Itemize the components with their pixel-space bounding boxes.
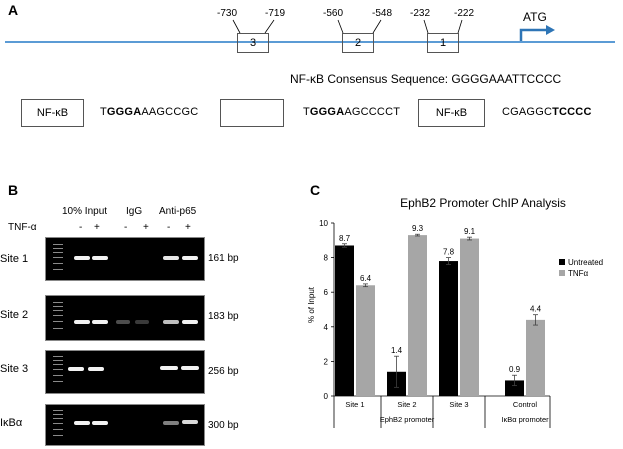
chip-bar-chart: EphB2 Promoter ChIP Analysis % of Input … <box>307 196 603 428</box>
nfkb-box-red: NF-κB <box>220 99 284 127</box>
category-label: Site 3 <box>449 400 468 409</box>
sign-label: + <box>143 222 149 233</box>
position-lines <box>232 19 555 41</box>
panel-c-letter: C <box>310 182 321 198</box>
sign-label: - <box>124 222 128 233</box>
legend-swatch <box>559 270 565 276</box>
data-label: 9.1 <box>464 227 476 236</box>
data-label: 8.7 <box>339 234 351 243</box>
legend-label: TNFα <box>568 269 589 278</box>
bar <box>335 245 354 396</box>
site-3-box: 3 <box>237 33 269 53</box>
y-tick-label: 4 <box>324 323 329 332</box>
sign-label: + <box>94 222 100 233</box>
group-label-igg: IgG <box>126 206 143 217</box>
bp-label: 161 bp <box>208 253 239 264</box>
gel-image-site-2 <box>45 295 205 341</box>
group-label-anti-p65: Anti-p65 <box>159 206 197 217</box>
category-label: Site 2 <box>397 400 416 409</box>
nfkb-box-yellow: NF-κB <box>21 99 84 127</box>
site-1-box: 1 <box>427 33 459 53</box>
y-tick-label: 10 <box>319 219 328 228</box>
gel-row-label: IκBα <box>0 417 23 429</box>
legend-label: Untreated <box>568 258 603 267</box>
position-label: -548 <box>372 8 393 19</box>
bp-label: 300 bp <box>208 420 239 431</box>
bar <box>356 285 375 396</box>
bp-label: 256 bp <box>208 366 239 377</box>
data-label: 4.4 <box>530 305 542 314</box>
gel-image-site-1 <box>45 237 205 281</box>
gel-band <box>74 421 90 425</box>
panel-b-letter: B <box>8 182 19 198</box>
gel-band <box>92 320 108 324</box>
data-label: 1.4 <box>391 346 403 355</box>
gel-row-label: Site 2 <box>0 309 29 321</box>
gel-band <box>74 320 90 324</box>
data-label: 0.9 <box>509 365 521 374</box>
position-label: -232 <box>410 8 431 19</box>
category-label: Site 1 <box>345 400 364 409</box>
panel-a-letter: A <box>8 2 19 18</box>
gel-band <box>135 320 149 324</box>
gel-band <box>92 256 108 260</box>
bar <box>505 380 524 396</box>
gel-image-site-3 <box>45 350 205 394</box>
group-label-input: 10% Input <box>62 206 108 217</box>
data-label: 9.3 <box>412 224 424 233</box>
position-label: -719 <box>265 8 286 19</box>
gel-band <box>116 320 130 324</box>
y-tick-label: 0 <box>324 392 329 401</box>
position-label: -730 <box>217 8 238 19</box>
gel-band <box>181 366 199 370</box>
data-label: 6.4 <box>360 274 372 283</box>
gel-band <box>74 256 90 260</box>
position-label: -560 <box>323 8 344 19</box>
atg-label: ATG <box>523 10 547 24</box>
gel-band <box>182 256 198 260</box>
bar <box>408 235 427 396</box>
gel-band <box>160 366 178 370</box>
gel-band <box>92 421 108 425</box>
gel-row-label: Site 1 <box>0 253 29 265</box>
site-1-sequence: CGAGGCTCCCC <box>502 106 592 118</box>
y-tick-label: 6 <box>324 288 329 297</box>
position-label: -222 <box>454 8 475 19</box>
category-label: Control <box>513 400 538 409</box>
consensus-sequence: NF-κB Consensus Sequence: GGGGAAATTCCCC <box>290 72 562 86</box>
y-axis-label: % of Input <box>307 286 316 323</box>
bar <box>526 319 545 396</box>
site-2-sequence: TGGGAAGCCCCT <box>303 106 401 118</box>
data-label: 7.8 <box>443 248 455 257</box>
site-3-sequence: TGGGAAAGCCGC <box>100 106 199 118</box>
gel-band <box>163 256 179 260</box>
gel-band <box>163 421 179 425</box>
treatment-label: TNF-α <box>8 222 37 233</box>
bar <box>460 238 479 396</box>
gel-band <box>88 367 104 371</box>
chart-title: EphB2 Promoter ChIP Analysis <box>400 196 566 210</box>
site-2-box: 2 <box>342 33 374 53</box>
group-label-ephb2: EphB2 promoter <box>380 415 435 424</box>
y-tick-label: 8 <box>324 254 329 263</box>
bar <box>439 261 458 396</box>
sign-label: - <box>79 222 83 233</box>
gel-image-ikba <box>45 404 205 446</box>
legend-swatch <box>559 259 565 265</box>
bp-label: 183 bp <box>208 311 239 322</box>
gel-band <box>68 367 84 371</box>
sign-label: - <box>167 222 171 233</box>
gel-row-label: Site 3 <box>0 363 29 375</box>
promoter-line <box>5 41 615 43</box>
gel-band <box>163 320 179 324</box>
gel-band <box>182 420 198 424</box>
y-tick-label: 2 <box>324 357 329 366</box>
sign-label: + <box>185 222 191 233</box>
gel-band <box>182 320 198 324</box>
nfkb-box-green: NF-κB <box>418 99 485 127</box>
group-label-ikba: IκBα promoter <box>501 415 549 424</box>
